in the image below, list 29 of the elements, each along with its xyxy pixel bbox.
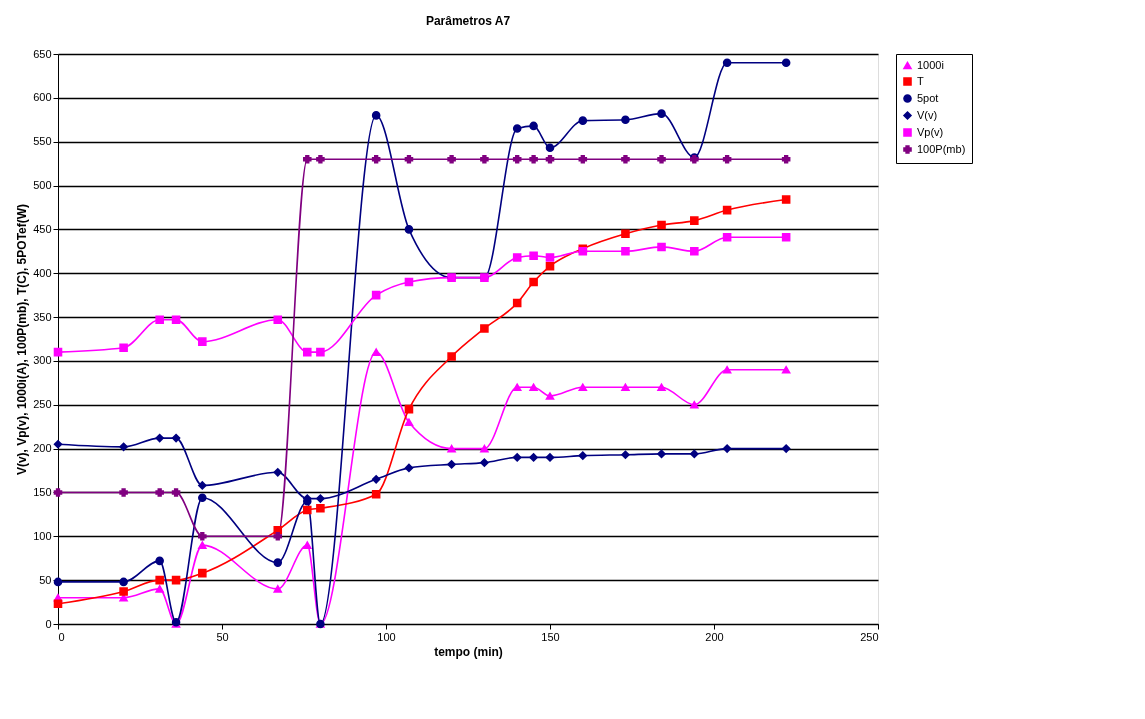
legend-label: T bbox=[917, 74, 924, 87]
y-tick-label: 450 bbox=[33, 222, 52, 235]
y-tick-label: 250 bbox=[33, 398, 52, 411]
legend-label: 5pot bbox=[917, 91, 939, 104]
y-tick-label: 400 bbox=[33, 266, 52, 279]
y-tick-label: 600 bbox=[33, 91, 52, 104]
x-tick-label: 0 bbox=[58, 630, 65, 643]
legend-label: 100P(mb) bbox=[917, 142, 966, 155]
chart-title: Parâmetros A7 bbox=[425, 14, 511, 28]
y-tick-label: 0 bbox=[45, 617, 52, 630]
x-axis-title: tempo (min) bbox=[434, 644, 503, 659]
y-tick-label: 50 bbox=[39, 573, 52, 586]
x-tick-label: 150 bbox=[541, 630, 560, 643]
y-tick-label: 150 bbox=[33, 485, 52, 498]
x-tick-label: 200 bbox=[705, 630, 724, 643]
y-tick-label: 500 bbox=[33, 179, 52, 192]
y-tick-label: 100 bbox=[33, 529, 52, 542]
legend-label: 1000i bbox=[917, 58, 944, 71]
y-tick-label: 200 bbox=[33, 442, 52, 455]
legend-label: Vp(v) bbox=[917, 125, 944, 138]
legend-label: V(v) bbox=[917, 108, 938, 121]
y-tick-label: 650 bbox=[33, 47, 52, 60]
y-tick-label: 300 bbox=[33, 354, 52, 367]
y-tick-label: 350 bbox=[33, 310, 52, 323]
y-tick-label: 550 bbox=[33, 135, 52, 148]
x-tick-label: 50 bbox=[216, 630, 229, 643]
x-tick-label: 100 bbox=[377, 630, 396, 643]
y-axis-title: V(v), Vp(v), 1000i(A), 100P(mb), T(C), 5POTef(W) bbox=[15, 203, 30, 476]
x-tick-label: 250 bbox=[860, 630, 879, 643]
